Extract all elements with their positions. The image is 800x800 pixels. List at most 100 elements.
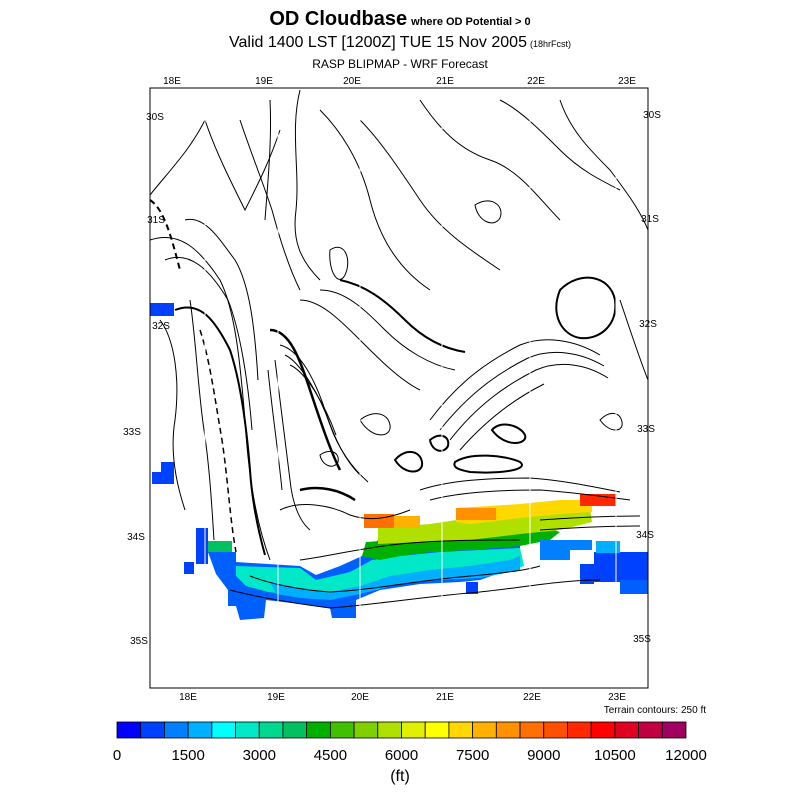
contour-line xyxy=(599,413,623,431)
lon-label: 19E xyxy=(267,692,285,703)
contour-line xyxy=(539,515,641,521)
lon-labels-top: 18E 19E 20E 21E 22E 23E xyxy=(163,76,636,87)
contour-line xyxy=(319,451,339,467)
contour-line xyxy=(359,413,391,436)
fill-patch xyxy=(394,516,420,528)
lon-label: 18E xyxy=(163,76,181,87)
contour-line xyxy=(269,328,342,471)
graticule xyxy=(204,88,617,688)
contour-line xyxy=(299,539,521,561)
contour-line xyxy=(559,99,649,231)
fill-patch xyxy=(540,540,570,560)
contour-line xyxy=(229,579,601,609)
valid-time-text: Valid 1400 LST [1200Z] TUE 15 Nov 2005 xyxy=(229,34,527,51)
contour-line xyxy=(164,256,253,431)
fill-region-yellowgreen xyxy=(378,508,592,544)
contour-line xyxy=(339,279,466,353)
lat-label: 32S xyxy=(152,321,170,332)
lat-label: 32S xyxy=(639,319,657,330)
fill-region-cyan xyxy=(236,548,524,598)
contour-line xyxy=(499,99,621,191)
lon-label: 23E xyxy=(618,76,636,87)
map-frame xyxy=(149,87,649,689)
contour-line xyxy=(174,306,266,556)
lon-label: 22E xyxy=(527,76,545,87)
lat-label: 30S xyxy=(643,110,661,121)
lat-labels-left: 30S 31S 32S 33S 34S 35S xyxy=(123,112,170,647)
contour-line xyxy=(264,99,272,221)
contour-line xyxy=(189,299,215,541)
contour-line xyxy=(319,289,456,371)
contour-line xyxy=(459,383,545,451)
contour-line xyxy=(279,504,411,520)
fill-patch xyxy=(208,541,232,553)
fill-patch xyxy=(594,552,648,582)
lat-label: 34S xyxy=(127,532,145,543)
contour-line xyxy=(429,489,631,501)
contour-line xyxy=(249,565,541,593)
fill-patch xyxy=(580,564,594,584)
fill-patch xyxy=(184,562,194,574)
fill-patch xyxy=(152,472,162,484)
contour-line xyxy=(329,247,349,280)
contour-line xyxy=(159,319,186,511)
contour-line xyxy=(359,119,501,271)
lon-label: 19E xyxy=(255,76,273,87)
lon-label: 23E xyxy=(608,692,626,703)
lat-label: 30S xyxy=(146,112,164,123)
contour-line xyxy=(539,525,641,531)
contour-line xyxy=(284,354,369,483)
contour-line xyxy=(474,200,502,224)
lat-label: 31S xyxy=(147,215,165,226)
fill-patch xyxy=(568,540,592,550)
lat-label: 35S xyxy=(130,636,148,647)
fill-patch xyxy=(466,582,478,594)
lon-label: 21E xyxy=(436,692,454,703)
fill-patch xyxy=(161,462,174,484)
contour-line xyxy=(393,451,424,473)
lat-label: 31S xyxy=(641,214,659,225)
contour-line xyxy=(319,109,431,291)
lat-labels-right: 30S 31S 32S 33S 34S 35S xyxy=(633,110,661,645)
forecast-hour: (18hrFcst) xyxy=(529,39,571,49)
title-text: OD Cloudbase xyxy=(269,8,408,30)
lon-label: 21E xyxy=(436,76,454,87)
contour-line xyxy=(267,369,283,491)
lon-label: 22E xyxy=(523,692,541,703)
contour-line xyxy=(149,118,281,212)
lat-label: 33S xyxy=(123,427,141,438)
contour-line xyxy=(184,218,259,381)
contour-line xyxy=(299,486,356,502)
lon-label: 18E xyxy=(179,692,197,703)
colorbar-unit: (ft) xyxy=(390,768,410,785)
contour-line xyxy=(419,99,561,221)
contour-line xyxy=(274,359,311,531)
fill-region-lightblue xyxy=(270,556,520,600)
contour-line xyxy=(199,329,237,553)
contour-line xyxy=(490,423,527,444)
contour-line xyxy=(149,199,181,271)
contour-line xyxy=(439,351,605,431)
lon-labels-bottom: 18E 19E 20E 21E 22E 23E xyxy=(179,692,626,703)
terrain-contour-layer xyxy=(149,89,649,609)
contour-line xyxy=(453,454,523,474)
fill-patch xyxy=(620,580,648,594)
terrain-contour-note: Terrain contours: 250 ft xyxy=(603,705,706,716)
model-name: RASP BLIPMAP - WRF Forecast xyxy=(312,57,488,71)
contour-line xyxy=(619,299,649,381)
contour-line xyxy=(289,364,337,436)
lon-label: 20E xyxy=(351,692,369,703)
contour-line xyxy=(555,276,617,340)
fill-patch xyxy=(196,528,208,564)
contour-line xyxy=(449,364,609,441)
contour-line xyxy=(428,434,450,452)
lon-label: 20E xyxy=(343,76,361,87)
title-subtext: where OD Potential > 0 xyxy=(411,16,531,28)
lat-label: 35S xyxy=(633,634,651,645)
map-title: OD Cloudbase where OD Potential > 0 xyxy=(0,8,800,31)
fill-patch xyxy=(456,508,496,520)
contour-line xyxy=(149,236,271,561)
valid-time: Valid 1400 LST [1200Z] TUE 15 Nov 2005 (1… xyxy=(0,34,800,52)
fill-patch xyxy=(150,303,174,316)
